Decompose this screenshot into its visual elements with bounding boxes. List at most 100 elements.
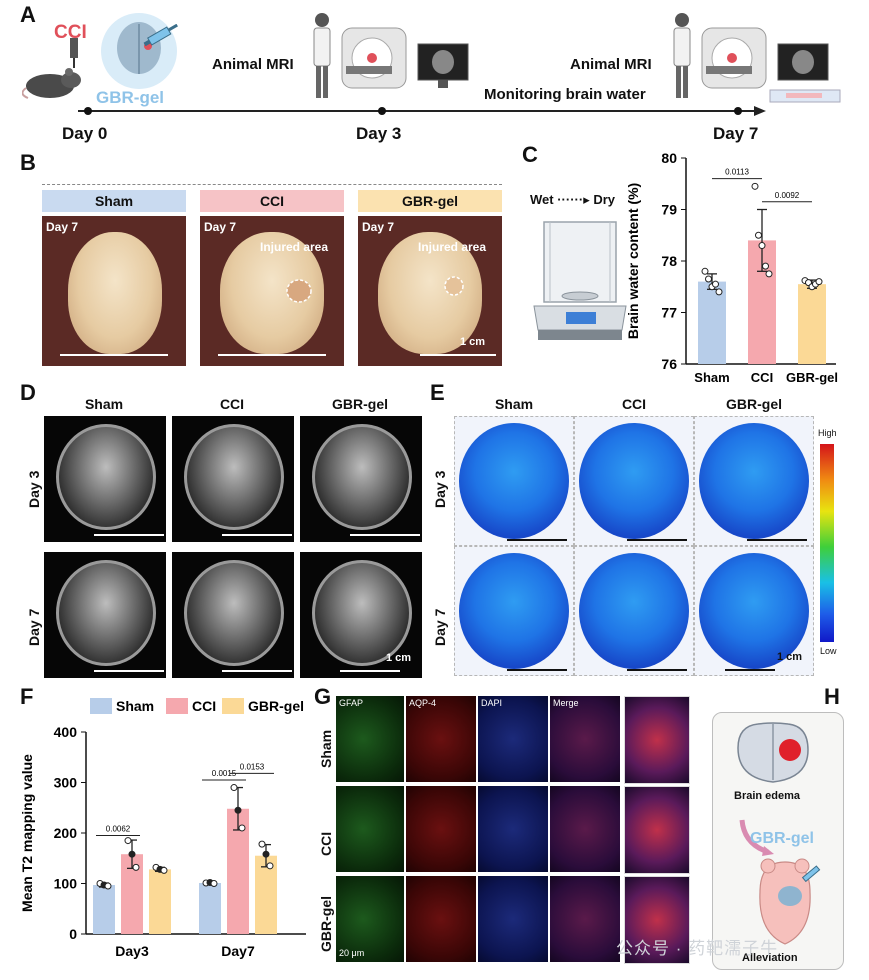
mri-col-sham: Sham xyxy=(84,396,124,412)
group-tag-cci: CCI xyxy=(200,190,344,212)
y-axis-title: Brain water content (%) xyxy=(625,183,641,339)
legend-swatch-2 xyxy=(222,698,244,714)
fluo-col-label-2: DAPI xyxy=(481,698,503,708)
panel-label-b: B xyxy=(20,150,36,175)
y-tick-label-2: 78 xyxy=(661,253,677,269)
x-tick-label-1: CCI xyxy=(751,370,773,385)
t2-d7-sham xyxy=(454,546,574,676)
x-tick-label-1: Day7 xyxy=(221,943,255,959)
data-point-1-4 xyxy=(765,270,773,278)
x-tick-label-2: GBR-gel xyxy=(786,370,838,385)
timeline-axis xyxy=(78,106,766,116)
legend-swatch-0 xyxy=(90,698,112,714)
data-point-1-3 xyxy=(762,262,769,270)
data-point-1-0 xyxy=(751,182,759,190)
data-point-1-2 xyxy=(758,242,766,250)
panel-label-c: C xyxy=(522,142,538,167)
mri-col-gbr: GBR-gel xyxy=(332,396,388,412)
fluo-row-cci: CCI xyxy=(318,831,334,856)
brain-water-chart: 76 77 78 79 80 Brain water content (%) Sham CCI… xyxy=(625,150,838,385)
t2-mapping-chart: 0 100 200 300 400 Mean T2 mapping value Sham CC… xyxy=(19,698,306,959)
fluo-col-label-0: GFAP xyxy=(339,698,364,708)
watermark: 公众号 · 药靶濡子牛 xyxy=(616,939,779,958)
y-tick-label-1: 100 xyxy=(54,876,78,892)
day0-label: Day 0 xyxy=(62,124,108,143)
legend-label-2: GBR-gel xyxy=(248,698,304,714)
t2-row-day7: Day 7 xyxy=(432,608,448,646)
y-tick-label-0: 0 xyxy=(69,926,77,942)
fluo-cell-0-2: DAPI xyxy=(478,696,548,782)
panel-label-d: D xyxy=(20,380,36,405)
treatment-arrow xyxy=(739,819,774,856)
t2-row-day3: Day 3 xyxy=(432,470,448,508)
legend-label-1: CCI xyxy=(192,698,216,714)
panel-label-e: E xyxy=(430,380,445,405)
y-axis-title: Mean T2 mapping value xyxy=(19,754,35,912)
fluo-cell-0-4 xyxy=(624,696,690,784)
panel-label-a: A xyxy=(20,2,36,27)
monitor-label: Monitoring brain water xyxy=(484,86,646,103)
y-tick-label-0: 76 xyxy=(661,356,677,372)
day7-label: Day 7 xyxy=(713,124,759,143)
data-point-1-2-1 xyxy=(262,850,270,858)
fluo-cell-0-1: AQP-4 xyxy=(406,696,476,782)
fluo-cell-0-0: GFAP xyxy=(336,696,404,782)
legend-label-0: Sham xyxy=(116,698,154,714)
fluo-cell-0-3: Merge xyxy=(550,696,620,782)
fluo-row-sham: Sham xyxy=(318,729,334,768)
fluo-cell-1-2 xyxy=(478,786,548,872)
brain-edema-label: Brain edema xyxy=(734,790,801,802)
group-tag-gbr: GBR-gel xyxy=(358,190,502,212)
data-point-1-0-2 xyxy=(210,880,218,887)
mri-d7-sham xyxy=(44,552,166,678)
y-tick-label-2: 200 xyxy=(54,825,78,841)
gbr-gel-arrow-label: GBR-gel xyxy=(750,830,814,847)
fluo-cell-1-0 xyxy=(336,786,404,872)
mri-row-day3: Day 3 xyxy=(26,470,42,508)
mri-d7-gbr: 1 cm xyxy=(300,552,422,678)
t2-col-cci: CCI xyxy=(621,396,647,412)
fluo-col-label-1: AQP-4 xyxy=(409,698,437,708)
data-point-0-0 xyxy=(701,267,709,275)
data-point-1-2-0 xyxy=(258,840,266,848)
t2-d3-sham xyxy=(454,416,574,546)
brain-edema-icon xyxy=(737,722,809,783)
fluo-row-gbr: GBR-gel xyxy=(318,896,334,952)
injured-area-outline-2 xyxy=(444,276,464,296)
panel-b-divider xyxy=(42,184,502,185)
t2-d3-gbr xyxy=(694,416,814,546)
bar-day3-cci xyxy=(121,854,143,934)
panel-label-f: F xyxy=(20,684,34,709)
y-tick-label-4: 400 xyxy=(54,724,78,740)
panel-label-g: G xyxy=(314,684,332,709)
scientist-mri-icon-2 xyxy=(673,13,841,103)
fluo-cell-1-3 xyxy=(550,786,620,872)
colorbar-low: Low xyxy=(820,646,837,656)
mri-d7-cci xyxy=(172,552,294,678)
sig-label-0: 0.0113 xyxy=(725,168,749,177)
sig-label-2: 0.0153 xyxy=(240,762,265,771)
y-tick-label-1: 77 xyxy=(661,305,677,321)
data-point-2-4 xyxy=(815,278,823,286)
fluo-cell-1-4 xyxy=(624,786,690,874)
sig-label-1: 0.0092 xyxy=(775,191,800,200)
panel-label-h: H xyxy=(824,684,840,709)
t2-d3-cci xyxy=(574,416,694,546)
fluo-cell-1-1 xyxy=(406,786,476,872)
brain-photo-sham: Day 7 xyxy=(42,216,186,366)
data-point-1-1 xyxy=(755,231,762,239)
data-point-0-4 xyxy=(715,288,723,296)
mri-d3-gbr xyxy=(300,416,422,542)
fluo-cell-2-1 xyxy=(406,876,476,962)
mri-row-day7: Day 7 xyxy=(26,608,42,646)
x-tick-label-0: Day3 xyxy=(115,943,149,959)
y-tick-label-4: 80 xyxy=(661,150,677,166)
mri-col-cci: CCI xyxy=(219,396,245,412)
data-point-1-1-1 xyxy=(234,806,242,814)
x-tick-label-0: Sham xyxy=(694,370,729,385)
t2-col-gbr: GBR-gel xyxy=(726,396,782,412)
mri-label-day3: Animal MRI xyxy=(212,56,294,73)
data-point-1-1-2 xyxy=(238,824,246,832)
cci-label: CCI xyxy=(54,22,87,43)
fluo-cell-2-4 xyxy=(624,876,690,964)
